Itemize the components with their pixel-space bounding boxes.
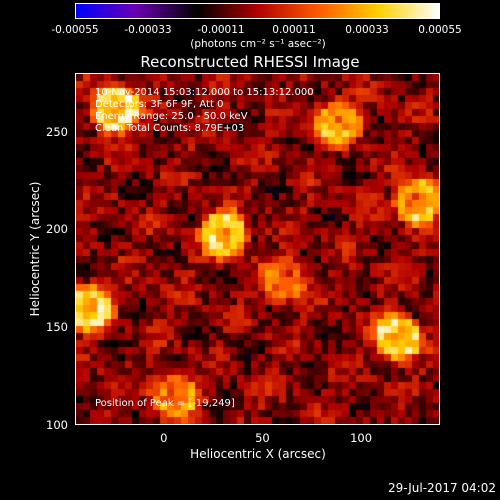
y-tick-label: 200 xyxy=(46,222,68,237)
colorbar-tick-label: 0.00055 xyxy=(418,24,462,36)
colorbar-tick-label: 0.00011 xyxy=(272,24,316,36)
colorbar xyxy=(75,3,440,19)
plot-area: 10-Nov-2014 15:03:12.000 to 15:13:12.000… xyxy=(75,73,440,425)
y-tick-label: 100 xyxy=(46,418,68,432)
x-tick-label: 0 xyxy=(160,431,168,445)
chart-title: Reconstructed RHESSI Image xyxy=(140,53,360,71)
y-tick-label: 250 xyxy=(46,124,68,139)
colorbar-tick-label: -0.00055 xyxy=(51,24,99,36)
y-axis-label: Heliocentric Y (arcsec) xyxy=(28,181,42,317)
colorbar-tick-label: -0.00011 xyxy=(197,24,245,36)
colorbar-units-label: (photons cm⁻² s⁻¹ asec⁻²) xyxy=(190,38,326,50)
colorbar-tick-label: -0.00033 xyxy=(124,24,172,36)
annotation-clean-total-counts: Clean Total Counts: 8.79E+03 xyxy=(95,123,245,134)
colorbar-tick-label: 0.00033 xyxy=(345,24,389,36)
annotation-peak-position: Position of Peak = [-19,249] xyxy=(95,398,235,409)
annotation-time-range: 10-Nov-2014 15:03:12.000 to 15:13:12.000 xyxy=(95,87,314,98)
y-tick-label: 150 xyxy=(46,320,68,335)
x-axis-label: Heliocentric X (arcsec) xyxy=(190,447,326,461)
x-tick-label: 50 xyxy=(255,431,270,445)
annotation-detectors: Detectors: 3F 6F 9F, Att 0 xyxy=(95,99,224,110)
datestamp: 29-Jul-2017 04:02 xyxy=(387,481,496,495)
heatmap-image xyxy=(76,74,439,424)
annotation-energy-range: Energy Range: 25.0 - 50.0 keV xyxy=(95,111,248,122)
x-tick-label: 100 xyxy=(350,431,373,445)
